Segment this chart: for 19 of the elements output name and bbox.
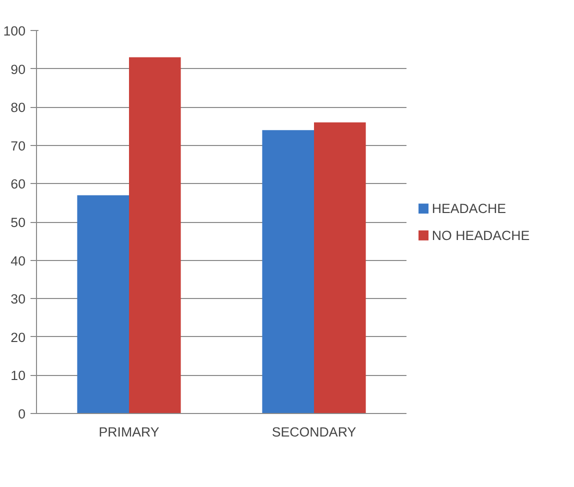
y-tick-label: 90 — [10, 62, 26, 77]
bar — [77, 195, 129, 414]
bar — [262, 130, 314, 414]
y-tick-label: 80 — [10, 100, 26, 116]
bar — [129, 57, 181, 414]
x-tick-label: PRIMARY — [98, 424, 160, 440]
y-tick-label: 40 — [10, 253, 26, 268]
legend-label: NO HEADACHE — [432, 228, 530, 243]
y-tick-label: 30 — [10, 292, 26, 307]
y-tick-label: 50 — [10, 215, 26, 230]
y-tick-label: 60 — [10, 176, 26, 192]
legend-label: HEADACHE — [432, 201, 506, 216]
y-tick-label: 0 — [18, 406, 26, 422]
y-tick-label: 10 — [10, 368, 26, 384]
y-tick-label: 100 — [3, 24, 26, 38]
y-tick-label: 20 — [10, 330, 26, 345]
y-tick-label: 70 — [10, 138, 26, 154]
bar — [314, 122, 366, 414]
x-tick-label: SECONDARY — [272, 424, 356, 440]
